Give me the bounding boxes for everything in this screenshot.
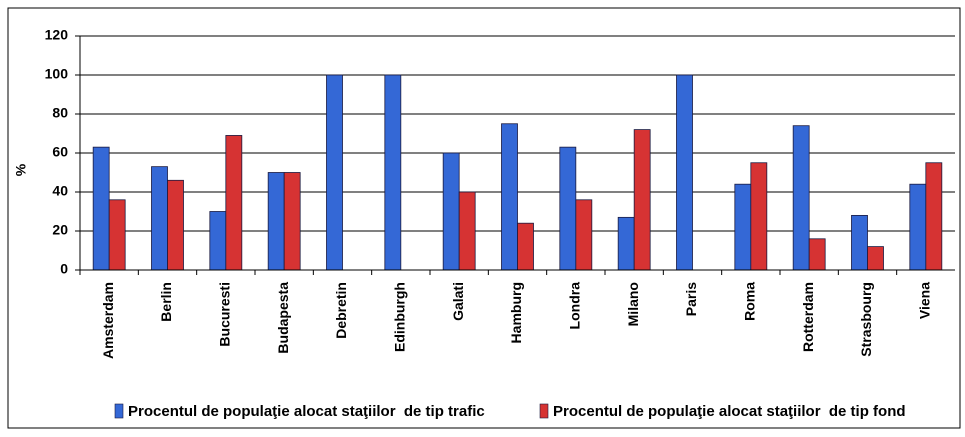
x-tick-label: Londra <box>567 282 583 330</box>
x-tick-label: Budapesta <box>275 282 291 354</box>
y-tick-label: 120 <box>45 27 69 43</box>
bar <box>792 125 810 271</box>
bar <box>633 129 651 271</box>
y-tick-label: 80 <box>52 105 68 121</box>
legend-label: Procentul de populaţie alocat staţiilor … <box>128 403 485 420</box>
bar <box>909 183 927 271</box>
x-tick-label: Edinburgh <box>392 282 408 352</box>
x-tick-label: Berlin <box>158 282 174 322</box>
y-tick-label: 40 <box>52 183 68 199</box>
x-tick-label: Debretin <box>333 282 349 339</box>
bar <box>808 238 826 271</box>
bar <box>151 166 168 271</box>
bar <box>925 162 943 271</box>
bar <box>225 135 243 271</box>
bar <box>517 222 534 271</box>
x-tick-label: Rotterdam <box>800 282 816 352</box>
bar <box>458 191 476 271</box>
bar <box>209 211 227 271</box>
x-tick-label: Galati <box>450 282 466 321</box>
x-tick-label: Viena <box>917 282 933 319</box>
bar <box>92 146 110 271</box>
chart-frame <box>7 7 961 429</box>
x-tick-label: Bucuresti <box>217 282 233 347</box>
legend-swatch <box>114 403 124 419</box>
legend-swatch <box>539 403 549 419</box>
x-tick-label: Milano <box>625 282 641 326</box>
bar <box>676 74 693 271</box>
x-tick-label: Strasbourg <box>858 282 874 357</box>
bar <box>167 179 184 271</box>
legend-label: Procentul de populaţie alocat staţiilor … <box>553 403 906 420</box>
x-tick-label: Hamburg <box>508 282 524 343</box>
y-tick-label: 100 <box>45 66 69 82</box>
bar <box>559 146 577 271</box>
bar <box>108 199 126 271</box>
y-tick-label: 20 <box>52 222 68 238</box>
bar <box>867 246 884 271</box>
bar <box>384 74 402 271</box>
bar <box>617 216 635 271</box>
bar <box>501 123 518 271</box>
bar <box>851 214 868 271</box>
bar <box>267 172 285 271</box>
bar <box>442 152 460 271</box>
x-tick-label: Amsterdam <box>100 282 116 359</box>
bar <box>283 172 301 271</box>
bar <box>750 162 768 271</box>
y-tick-label: 0 <box>60 261 68 277</box>
y-tick-label: 60 <box>52 144 68 160</box>
bar <box>326 74 343 271</box>
bar <box>734 183 752 271</box>
bar <box>575 199 593 271</box>
x-tick-label: Paris <box>683 282 699 316</box>
y-axis-label: % <box>13 163 29 176</box>
x-tick-label: Roma <box>742 282 758 321</box>
